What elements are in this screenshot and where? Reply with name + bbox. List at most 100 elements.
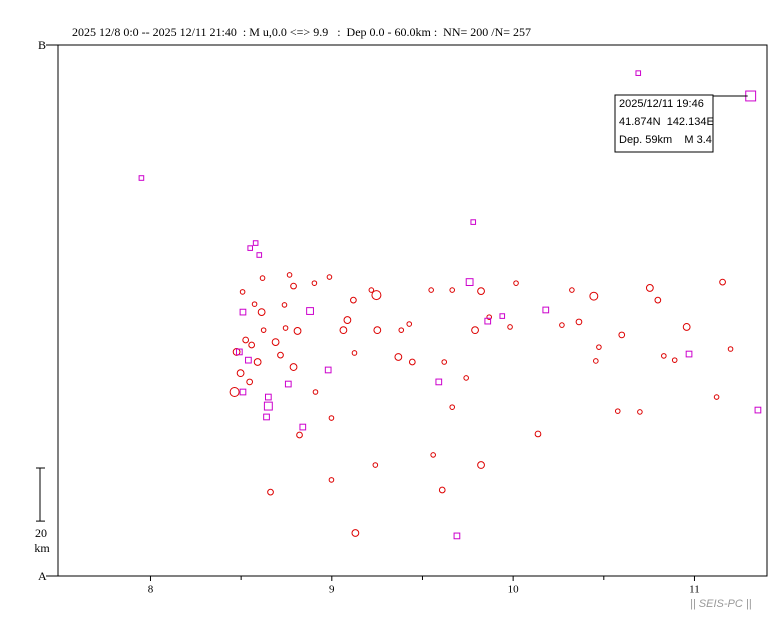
- event-square: [324, 366, 332, 374]
- event-square: [264, 393, 272, 401]
- event-square: [635, 70, 642, 76]
- event-circle: [311, 280, 318, 286]
- event-circle: [477, 287, 485, 296]
- x-tick-label: 9: [329, 584, 335, 596]
- event-circle: [260, 327, 267, 333]
- event-square: [484, 317, 492, 325]
- event-circle: [372, 462, 379, 468]
- event-square: [453, 532, 461, 540]
- event-circle: [282, 325, 289, 331]
- annotation-line: 41.874N 142.134E: [619, 116, 714, 128]
- event-circle: [661, 353, 667, 359]
- event-square: [263, 401, 273, 411]
- event-circle: [296, 431, 303, 439]
- event-square: [299, 423, 307, 431]
- event-square: [465, 278, 474, 286]
- event-square: [256, 252, 263, 258]
- event-circle: [513, 280, 519, 286]
- event-circle: [428, 287, 434, 293]
- event-circle: [559, 322, 565, 328]
- event-circle: [589, 291, 599, 301]
- event-circle: [312, 389, 319, 395]
- event-circle: [614, 408, 621, 414]
- event-circle: [449, 287, 456, 293]
- event-circle: [236, 369, 245, 378]
- event-circle: [438, 486, 446, 494]
- event-circle: [534, 430, 542, 438]
- event-circle: [229, 387, 240, 398]
- event-circle: [371, 290, 382, 301]
- event-circle: [654, 296, 662, 304]
- event-square: [247, 245, 254, 251]
- event-circle: [271, 338, 280, 346]
- event-circle: [618, 331, 626, 339]
- event-circle: [351, 350, 358, 356]
- x-tick-label: 11: [689, 584, 700, 596]
- top-label: B: [38, 38, 46, 52]
- event-circle: [449, 404, 456, 410]
- event-circle: [259, 275, 266, 281]
- event-circle: [477, 461, 485, 469]
- annotation-line: Dep. 59km M 3.4: [619, 134, 712, 146]
- event-circle: [373, 326, 382, 335]
- event-circle: [289, 363, 298, 371]
- event-circle: [286, 272, 293, 278]
- event-circle: [671, 357, 678, 363]
- event-circle: [251, 301, 258, 307]
- event-circle: [713, 394, 720, 400]
- event-circle: [350, 296, 357, 304]
- event-circle: [486, 314, 493, 320]
- event-square: [685, 350, 693, 358]
- event-square: [499, 313, 506, 319]
- event-circle: [398, 327, 405, 333]
- event-circle: [637, 409, 643, 415]
- event-circle: [441, 359, 448, 365]
- event-circle: [569, 287, 575, 293]
- event-circle: [368, 287, 375, 293]
- event-square: [470, 219, 477, 225]
- event-circle: [239, 289, 246, 295]
- event-circle: [257, 308, 266, 316]
- scale-value: 20: [35, 526, 47, 540]
- event-circle: [471, 326, 479, 335]
- event-circle: [242, 336, 250, 344]
- event-circle: [246, 378, 254, 386]
- watermark: || SEIS-PC ||: [690, 598, 752, 610]
- event-square: [542, 306, 550, 314]
- event-circle: [293, 327, 302, 335]
- event-circle: [645, 284, 654, 292]
- event-circle: [281, 302, 288, 308]
- event-square: [252, 240, 259, 246]
- event-square: [245, 356, 252, 364]
- event-circle: [328, 477, 335, 483]
- event-circle: [326, 274, 333, 280]
- event-square: [239, 388, 247, 396]
- annotation-box: [614, 94, 714, 153]
- event-square: [138, 175, 145, 181]
- scale-unit: km: [34, 541, 50, 555]
- event-circle: [719, 278, 726, 286]
- plot-frame: [57, 44, 768, 577]
- event-circle: [328, 415, 335, 421]
- event-circle: [351, 529, 360, 537]
- event-circle: [507, 324, 513, 330]
- event-circle: [290, 282, 297, 290]
- event-circle: [463, 375, 469, 381]
- event-square: [284, 380, 292, 388]
- event-circle: [406, 321, 413, 327]
- event-square: [239, 308, 247, 316]
- event-square: [235, 348, 243, 356]
- event-circle: [343, 316, 352, 324]
- event-square: [306, 307, 314, 315]
- event-square: [435, 378, 443, 386]
- event-circle: [430, 452, 436, 458]
- x-tick-label: 8: [148, 584, 154, 596]
- event-circle: [575, 318, 583, 326]
- chart-title: 2025 12/8 0:0 -- 2025 12/11 21:40 : M u,…: [72, 25, 531, 39]
- event-circle: [267, 488, 274, 496]
- event-circle: [394, 353, 403, 361]
- event-circle: [339, 326, 348, 335]
- event-circle: [727, 346, 734, 352]
- event-circle: [593, 358, 599, 364]
